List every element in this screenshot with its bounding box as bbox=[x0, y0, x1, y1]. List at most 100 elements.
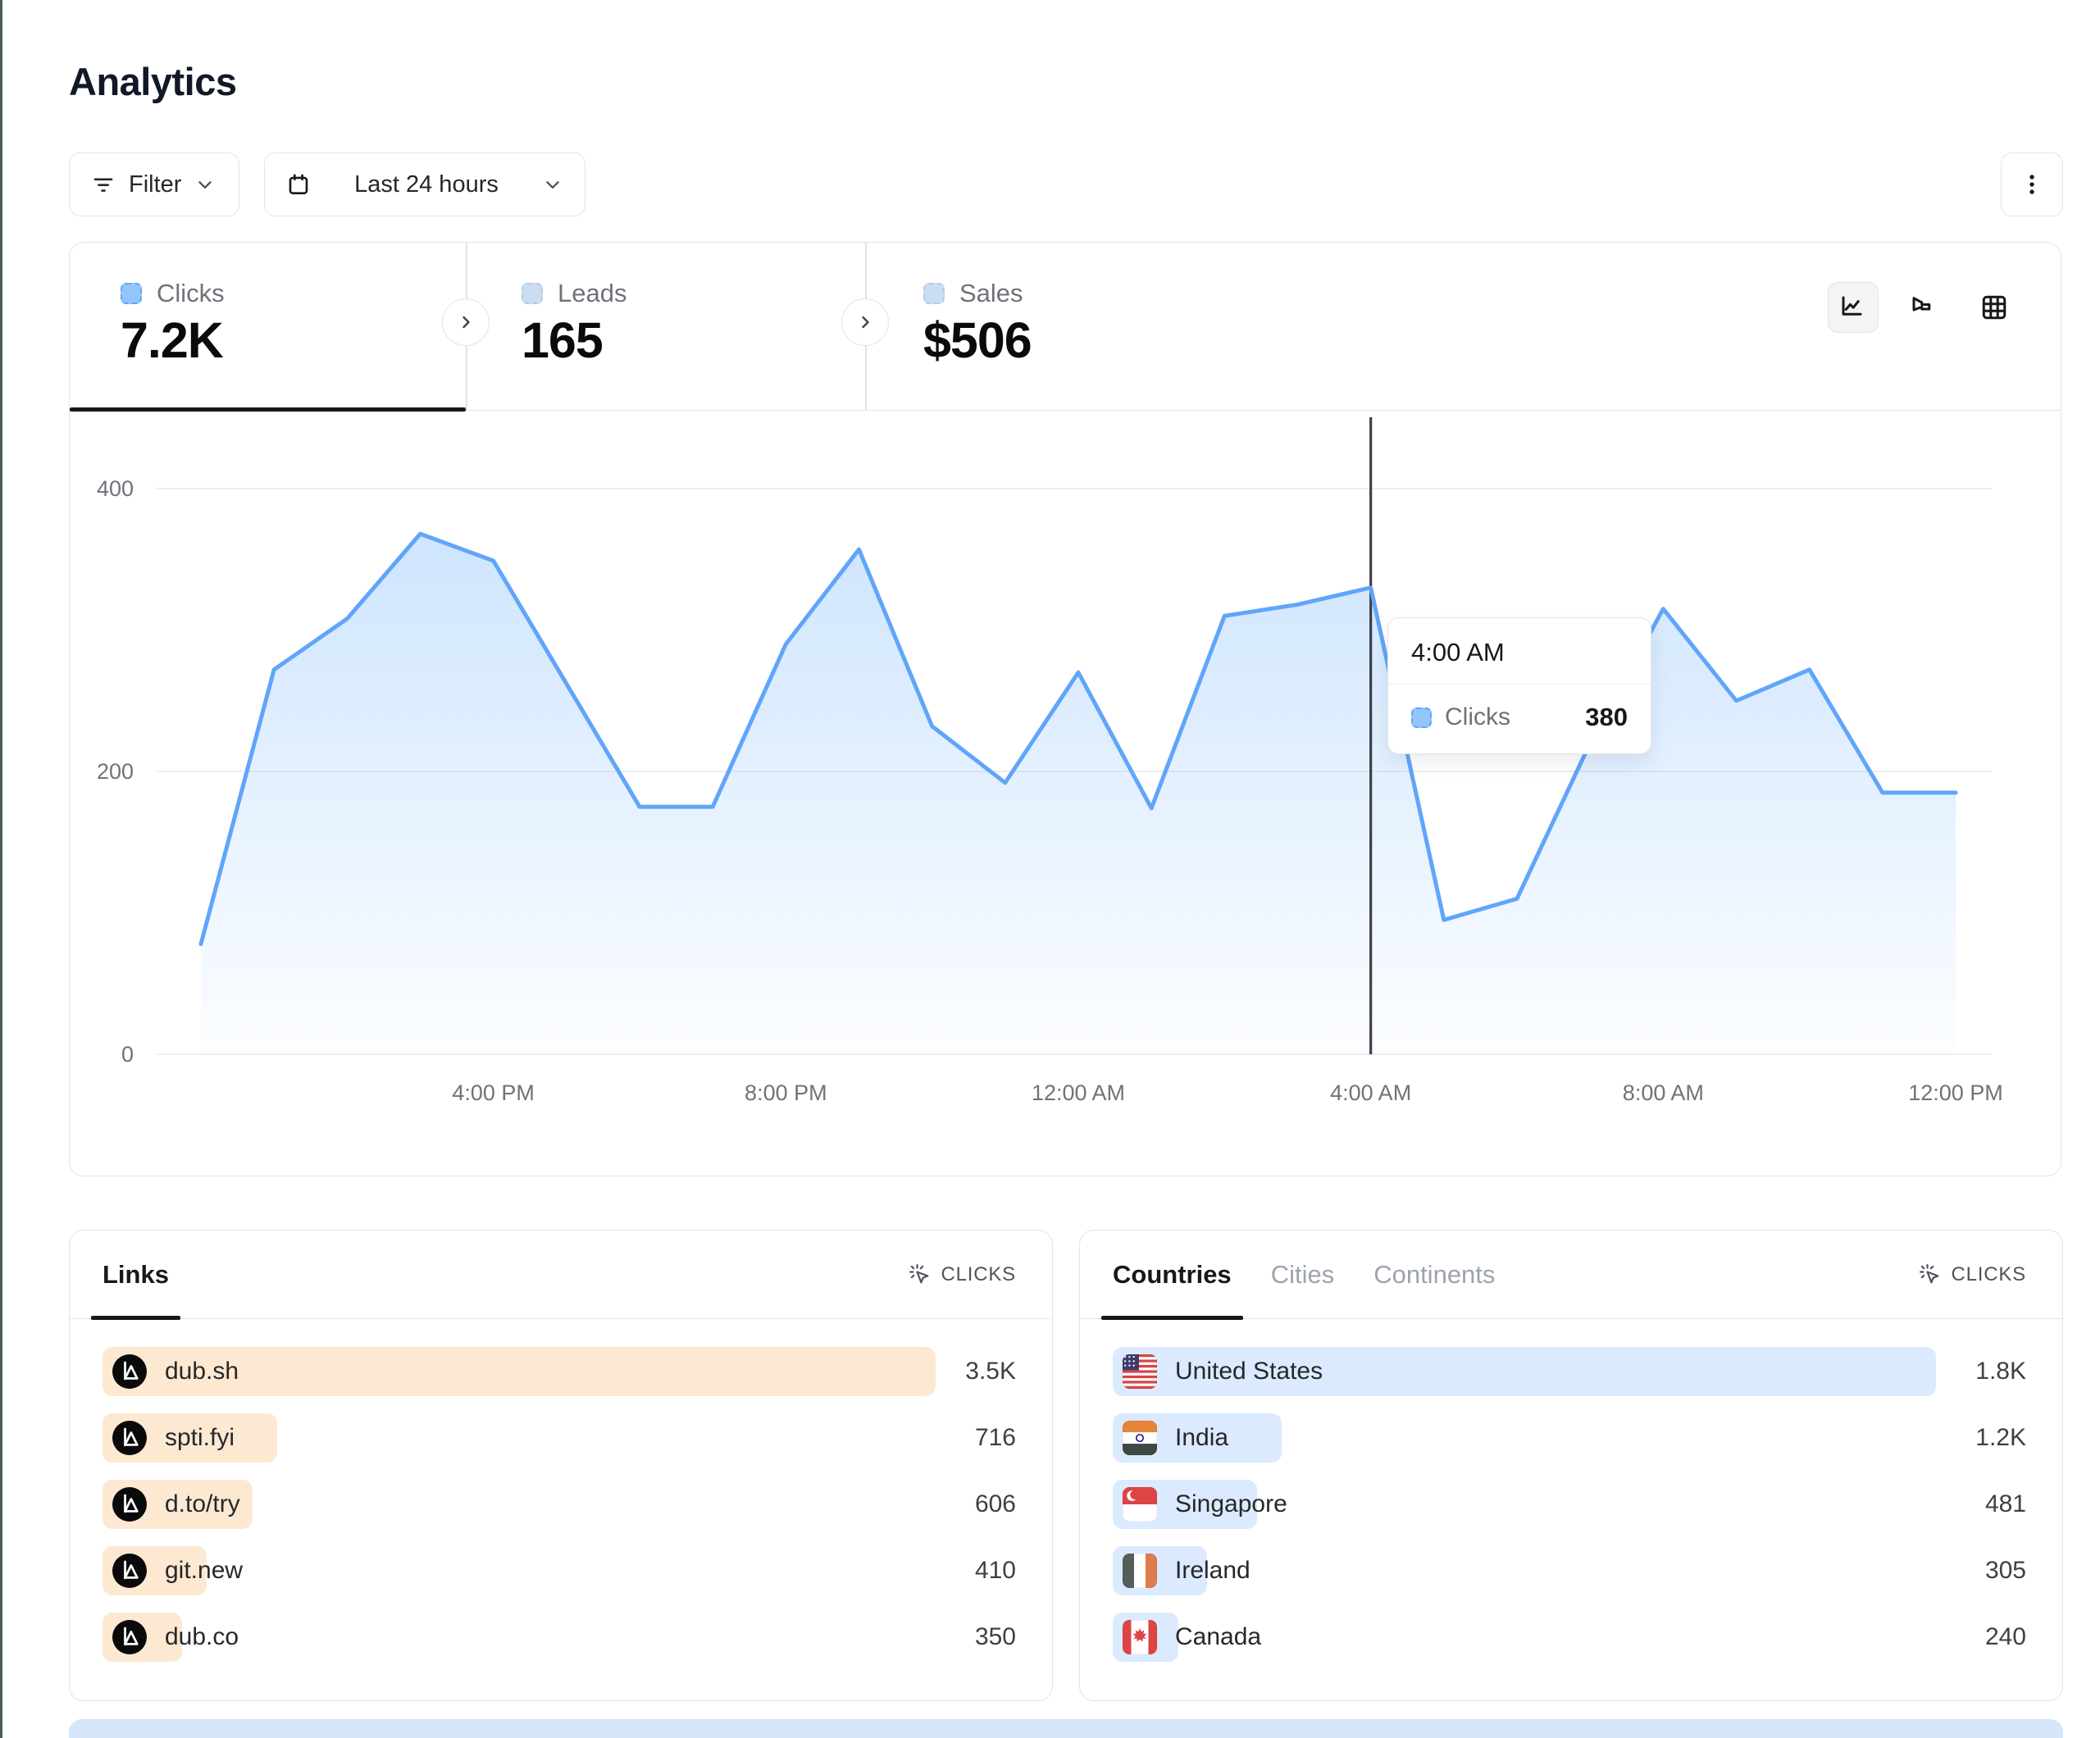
row-label: d.to/try bbox=[165, 1490, 240, 1517]
bar-content: Singapore bbox=[1123, 1480, 1287, 1529]
y-axis-tick: 400 bbox=[97, 476, 134, 501]
countries-list: United States 1.8K India 1.2K Singapore 481 Ir… bbox=[1080, 1319, 2062, 1662]
cursor-click-icon bbox=[909, 1263, 932, 1286]
tab-countries[interactable]: Countries bbox=[1101, 1231, 1243, 1320]
tab-sales[interactable]: Sales $506 bbox=[865, 243, 1439, 410]
table-grid-icon[interactable] bbox=[1969, 282, 2020, 333]
chevron-down-icon bbox=[194, 174, 216, 195]
bar-content: United States bbox=[1123, 1347, 1323, 1396]
tab-leads[interactable]: Leads 165 bbox=[466, 243, 865, 410]
filter-lines-icon bbox=[91, 172, 116, 197]
expand-clicks-button[interactable] bbox=[442, 298, 490, 346]
list-item[interactable]: dub.sh 3.5K bbox=[102, 1347, 1016, 1396]
links-metric-label: CLICKS bbox=[941, 1263, 1016, 1285]
us-flag-icon bbox=[1123, 1354, 1157, 1389]
line-chart-icon[interactable] bbox=[1828, 282, 1879, 333]
x-axis-tick: 8:00 PM bbox=[745, 1081, 827, 1105]
bar-content: d.to/try bbox=[112, 1480, 240, 1529]
row-label: United States bbox=[1175, 1358, 1323, 1385]
tab-clicks-label: Clicks bbox=[157, 279, 225, 307]
row-value: 1.2K bbox=[1975, 1424, 2026, 1451]
links-list: dub.sh 3.5K spti.fyi 716 d.to/try 606 git.new 4… bbox=[70, 1319, 1052, 1662]
links-metric-header[interactable]: CLICKS bbox=[909, 1263, 1017, 1286]
tab-cities[interactable]: Cities bbox=[1271, 1231, 1335, 1318]
bar-area: Ireland bbox=[1113, 1546, 1936, 1595]
list-item[interactable]: dub.co 350 bbox=[102, 1613, 1016, 1662]
value-bar bbox=[1113, 1347, 1936, 1396]
x-axis-tick: 12:00 AM bbox=[1032, 1081, 1125, 1105]
list-item[interactable]: git.new 410 bbox=[102, 1546, 1016, 1595]
y-axis-tick: 0 bbox=[121, 1042, 134, 1067]
expand-leads-button[interactable] bbox=[841, 298, 889, 346]
bar-area: d.to/try bbox=[102, 1480, 936, 1529]
chevron-right-icon bbox=[855, 312, 875, 332]
tab-links[interactable]: Links bbox=[91, 1231, 180, 1320]
bar-content: Canada bbox=[1123, 1613, 1261, 1662]
x-axis-tick: 8:00 AM bbox=[1623, 1081, 1704, 1105]
row-value: 481 bbox=[1984, 1490, 2026, 1517]
bar-area: Canada bbox=[1113, 1613, 1936, 1662]
dub-logo-icon bbox=[112, 1554, 147, 1588]
active-tab-underline bbox=[70, 407, 466, 412]
date-range-button[interactable]: Last 24 hours bbox=[264, 152, 585, 216]
page-title: Analytics bbox=[69, 60, 237, 103]
list-item[interactable]: Ireland 305 bbox=[1113, 1546, 2026, 1595]
bar-area: spti.fyi bbox=[102, 1413, 936, 1463]
row-value: 716 bbox=[974, 1424, 1016, 1451]
more-options-button[interactable] bbox=[2001, 152, 2063, 216]
row-value: 305 bbox=[1984, 1557, 2026, 1584]
dub-logo-icon bbox=[112, 1421, 147, 1455]
date-range-label: Last 24 hours bbox=[354, 171, 499, 198]
list-item[interactable]: Singapore 481 bbox=[1113, 1480, 2026, 1529]
sg-flag-icon bbox=[1123, 1487, 1157, 1522]
clicks-time-series-chart[interactable]: 0 200 400 4:00 PM 8:00 PM 12:00 AM 4:00 AM 8:00… bbox=[70, 411, 2061, 1176]
ie-flag-icon bbox=[1123, 1554, 1157, 1588]
list-item[interactable]: United States 1.8K bbox=[1113, 1347, 2026, 1396]
list-item[interactable]: India 1.2K bbox=[1113, 1413, 2026, 1463]
funnel-icon[interactable] bbox=[1898, 282, 1949, 333]
sales-legend-icon bbox=[923, 283, 945, 304]
row-label: dub.sh bbox=[165, 1358, 239, 1385]
row-value: 3.5K bbox=[965, 1358, 1016, 1385]
row-label: India bbox=[1175, 1424, 1229, 1451]
filter-button[interactable]: Filter bbox=[69, 152, 239, 216]
ca-flag-icon bbox=[1123, 1620, 1157, 1654]
bar-content: spti.fyi bbox=[112, 1413, 235, 1463]
row-label: git.new bbox=[165, 1557, 244, 1584]
y-axis-tick: 200 bbox=[97, 759, 134, 784]
bar-area: dub.sh bbox=[102, 1347, 936, 1396]
list-item[interactable]: Canada 240 bbox=[1113, 1613, 2026, 1662]
list-item[interactable]: d.to/try 606 bbox=[102, 1480, 1016, 1529]
value-bar bbox=[102, 1347, 936, 1396]
row-label: Canada bbox=[1175, 1623, 1262, 1650]
bar-content: Ireland bbox=[1123, 1546, 1250, 1595]
list-item[interactable]: spti.fyi 716 bbox=[102, 1413, 1016, 1463]
area-chart: 0 200 400 4:00 PM 8:00 PM 12:00 AM 4:00 AM 8:00… bbox=[97, 417, 2003, 1105]
dub-logo-icon bbox=[112, 1620, 147, 1654]
dub-logo-icon bbox=[112, 1487, 147, 1522]
leads-legend-icon bbox=[522, 283, 543, 304]
row-value: 240 bbox=[1984, 1623, 2026, 1650]
stat-tabs-row: Clicks 7.2K Leads 165 bbox=[70, 243, 2061, 412]
bar-content: India bbox=[1123, 1413, 1228, 1463]
row-label: Ireland bbox=[1175, 1557, 1250, 1584]
bar-area: Singapore bbox=[1113, 1480, 1936, 1529]
row-label: dub.co bbox=[165, 1623, 239, 1650]
left-edge-strip bbox=[0, 0, 2, 1738]
in-flag-icon bbox=[1123, 1421, 1157, 1455]
tab-continents-label: Continents bbox=[1373, 1259, 1496, 1289]
tab-clicks[interactable]: Clicks 7.2K bbox=[70, 243, 466, 412]
countries-metric-label: CLICKS bbox=[1951, 1263, 2026, 1285]
tab-clicks-value: 7.2K bbox=[121, 312, 224, 368]
row-value: 606 bbox=[974, 1490, 1016, 1517]
row-value: 350 bbox=[974, 1623, 1016, 1650]
countries-metric-header[interactable]: CLICKS bbox=[1919, 1263, 2027, 1286]
x-axis-tick: 12:00 PM bbox=[1908, 1081, 2003, 1105]
tab-leads-value: 165 bbox=[522, 312, 604, 368]
tab-continents[interactable]: Continents bbox=[1373, 1231, 1495, 1318]
tab-leads-label: Leads bbox=[558, 279, 627, 307]
clicks-legend-icon bbox=[1411, 707, 1432, 728]
analytics-card: Clicks 7.2K Leads 165 bbox=[69, 242, 2061, 1176]
links-panel: Links CLICKS dub.sh 3.5K spti.fyi 716 d.to/t… bbox=[69, 1230, 1053, 1701]
